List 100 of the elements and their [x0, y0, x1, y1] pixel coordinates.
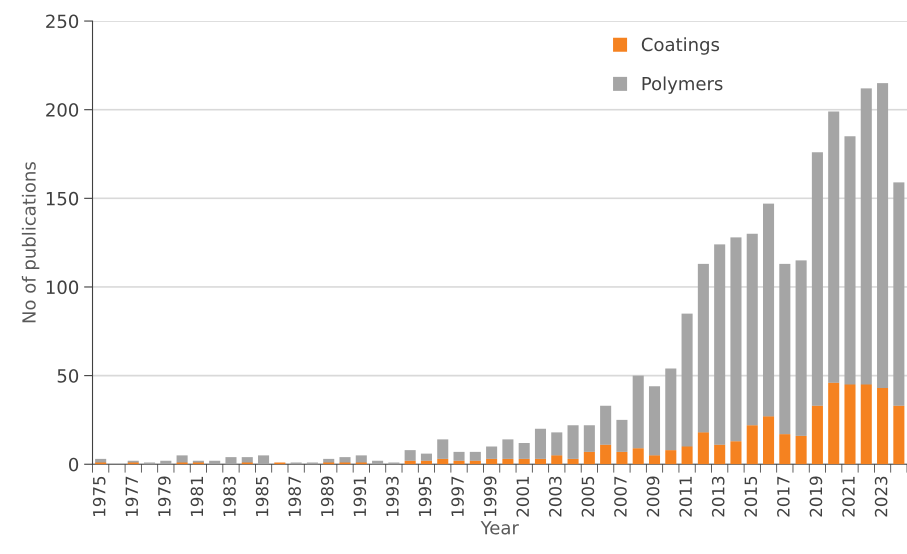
bar: [714, 444, 726, 464]
y-tick-label: 50: [58, 369, 78, 383]
bar: [779, 264, 790, 434]
x-tick-label: 2017: [777, 476, 790, 517]
x-tick-label: 1981: [190, 476, 204, 516]
bar: [648, 386, 660, 456]
bar: [682, 314, 693, 447]
bar: [812, 152, 823, 406]
y-tick-label: 200: [46, 103, 78, 117]
bar: [763, 416, 774, 464]
bar: [209, 460, 220, 464]
bar: [470, 460, 481, 464]
bar: [665, 450, 676, 464]
bar: [518, 442, 530, 459]
bar: [632, 448, 644, 464]
bar: [812, 406, 823, 464]
x-tick-label: 1995: [418, 476, 432, 516]
bar: [176, 455, 188, 462]
bar: [551, 432, 562, 456]
bar: [632, 376, 644, 448]
bar: [665, 368, 676, 450]
bar: [860, 88, 872, 384]
x-tick-label: 1999: [484, 476, 496, 516]
bar: [844, 136, 856, 384]
bar: [746, 234, 758, 426]
bar: [763, 204, 774, 416]
x-tick-label: 1975: [92, 476, 106, 516]
bar: [600, 444, 612, 464]
bar: [828, 111, 840, 383]
bar: [470, 452, 481, 461]
x-tick-label: 2019: [810, 476, 822, 517]
bar: [551, 455, 562, 464]
bar: [486, 458, 498, 464]
bar: [339, 457, 351, 462]
y-axis-title: No of publications: [22, 162, 40, 322]
bar: [796, 260, 807, 436]
x-tick-label: 1977: [125, 476, 138, 516]
bar: [877, 83, 888, 388]
x-tick-label: 2007: [614, 476, 627, 517]
bar: [356, 455, 367, 462]
bar: [893, 406, 904, 464]
bar: [518, 458, 530, 464]
y-tick-label: 150: [46, 192, 78, 206]
bar: [372, 460, 384, 464]
bar: [796, 436, 807, 464]
bar: [420, 460, 432, 464]
x-tick-label: 2009: [646, 476, 660, 517]
x-tick-label: 1985: [256, 476, 268, 516]
bar: [682, 446, 693, 464]
x-tick-label: 2021: [842, 476, 855, 517]
x-tick-label: 1989: [320, 476, 334, 516]
bar: [698, 432, 709, 464]
x-tick-label: 2023: [874, 476, 888, 517]
bar: [568, 425, 579, 459]
bar: [534, 458, 546, 464]
bar: [258, 455, 270, 464]
x-axis-title: Year: [480, 521, 519, 535]
x-tick-label: 2001: [516, 476, 530, 517]
bar: [242, 457, 253, 462]
x-tick-label: 1993: [386, 476, 399, 516]
bar: [225, 457, 237, 464]
bar: [160, 460, 172, 464]
bar: [420, 454, 432, 461]
bar: [404, 450, 416, 461]
bar: [453, 460, 465, 464]
bar: [95, 458, 106, 462]
bar: [877, 388, 888, 464]
legend-label: Coatings: [642, 37, 720, 55]
bar: [730, 237, 742, 442]
x-tick-label: 1991: [354, 476, 366, 516]
legend-label: Polymers: [642, 76, 722, 94]
bar: [714, 244, 726, 445]
bar: [502, 439, 514, 459]
y-tick-label: 250: [46, 14, 78, 28]
bar: [453, 452, 465, 461]
bar: [860, 384, 872, 464]
bar: [698, 264, 709, 432]
x-tick-label: 2015: [744, 476, 758, 517]
x-tick-label: 1987: [288, 476, 301, 516]
x-tick-label: 1997: [451, 476, 464, 516]
bar: [648, 455, 660, 464]
bar: [584, 425, 595, 452]
bar: [828, 382, 840, 464]
bar: [844, 384, 856, 464]
bar: [616, 420, 628, 452]
bar: [502, 458, 514, 464]
bar: [534, 428, 546, 459]
x-tick-label: 1979: [158, 476, 171, 516]
bar: [404, 460, 416, 464]
bar: [486, 446, 498, 459]
x-tick-label: 2011: [679, 476, 692, 517]
bar: [437, 439, 448, 459]
bar: [323, 458, 334, 462]
bar: [568, 458, 579, 464]
bar: [616, 452, 628, 464]
bar: [746, 425, 758, 464]
bar: [584, 452, 595, 464]
y-tick-label: 100: [46, 280, 78, 294]
x-tick-label: 2013: [712, 476, 725, 517]
x-tick-label: 2005: [582, 476, 594, 517]
